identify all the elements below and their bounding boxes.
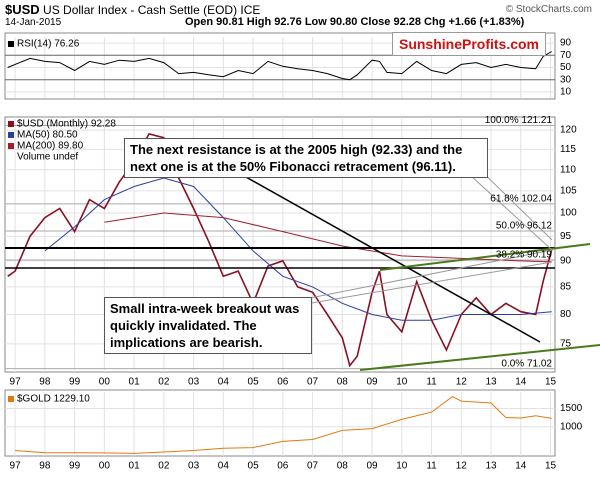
x-tick-label: 02 xyxy=(158,461,170,472)
x-tick-label: 14 xyxy=(515,377,527,388)
x-tick-label: 08 xyxy=(337,461,349,472)
source: © StockCharts.com xyxy=(505,4,592,15)
x-tick-label: 04 xyxy=(218,377,230,388)
x-tick-label: 99 xyxy=(69,377,81,388)
fib-label: 0.0% 71.02 xyxy=(501,358,552,369)
legend-swatch xyxy=(8,396,14,402)
x-tick-label: 09 xyxy=(367,461,379,472)
gold-frame xyxy=(4,389,556,457)
fib-label: 100.0% 121.21 xyxy=(485,115,553,126)
x-tick-label: 12 xyxy=(456,461,468,472)
rsi-frame xyxy=(4,32,556,100)
y-tick-label: 120 xyxy=(560,125,577,136)
y-tick-label: 1000 xyxy=(560,421,583,432)
y-tick-label: 95 xyxy=(560,231,572,242)
fib-label: 61.8% 102.04 xyxy=(490,193,552,204)
x-tick-label: 07 xyxy=(307,461,319,472)
description: US Dollar Index - Cash Settle (EOD) ICE xyxy=(43,3,261,17)
x-tick-label: 00 xyxy=(99,461,111,472)
legend-label: RSI(14) 76.26 xyxy=(17,39,80,50)
x-tick-label: 97 xyxy=(10,377,22,388)
legend-swatch xyxy=(8,41,14,47)
x-tick-label: 03 xyxy=(188,377,200,388)
trend-line xyxy=(359,344,600,371)
y-tick-label: 75 xyxy=(560,338,572,349)
x-tick-label: 12 xyxy=(456,377,468,388)
x-tick-label: 01 xyxy=(129,461,141,472)
y-tick-label: 90 xyxy=(560,38,572,49)
legend-swatch xyxy=(8,132,14,138)
legend-label: $USD (Monthly) 92.28 xyxy=(17,119,116,130)
x-tick-label: 02 xyxy=(158,377,170,388)
date: 14-Jan-2015 xyxy=(5,17,62,28)
x-tick-label: 11 xyxy=(426,461,437,472)
header-title: $USD US Dollar Index - Cash Settle (EOD)… xyxy=(5,2,260,17)
x-tick-label: 11 xyxy=(426,377,437,388)
x-tick-label: 04 xyxy=(218,461,230,472)
y-tick-label: 50 xyxy=(560,62,572,73)
y-tick-label: 85 xyxy=(560,282,572,293)
y-tick-label: 70 xyxy=(560,50,572,61)
trend-line xyxy=(379,243,591,271)
x-tick-label: 03 xyxy=(188,461,200,472)
x-tick-label: 00 xyxy=(99,377,111,388)
annotation: Small intra-week breakout was quickly in… xyxy=(104,297,312,354)
series-line xyxy=(7,132,553,368)
x-tick-label: 08 xyxy=(337,377,349,388)
legend-label: MA(200) 89.80 xyxy=(17,141,84,152)
y-tick-label: 30 xyxy=(560,74,572,85)
x-tick-label: 15 xyxy=(545,461,557,472)
legend-swatch xyxy=(8,121,14,127)
legend-label: MA(50) 80.50 xyxy=(17,130,78,141)
fib-label: 50.0% 96.12 xyxy=(496,221,553,232)
fib-label: 38.2% 90.19 xyxy=(496,250,553,261)
x-tick-label: 13 xyxy=(485,461,497,472)
x-tick-label: 97 xyxy=(10,461,22,472)
x-tick-label: 09 xyxy=(367,377,379,388)
legend-label: $GOLD 1229.10 xyxy=(17,394,90,405)
x-tick-label: 13 xyxy=(485,377,497,388)
legend-swatch xyxy=(8,143,14,149)
y-tick-label: 80 xyxy=(560,309,572,320)
x-tick-label: 01 xyxy=(129,377,141,388)
x-tick-label: 14 xyxy=(515,461,527,472)
x-tick-label: 05 xyxy=(248,461,260,472)
pointer-line xyxy=(469,174,553,251)
x-tick-label: 10 xyxy=(396,377,408,388)
y-tick-label: 110 xyxy=(560,164,576,175)
y-tick-label: 115 xyxy=(560,144,576,155)
x-tick-label: 06 xyxy=(277,377,289,388)
series-line xyxy=(15,396,552,454)
x-tick-label: 10 xyxy=(396,461,408,472)
series-line xyxy=(44,177,552,321)
pointer-line xyxy=(299,249,553,301)
series-line xyxy=(7,51,552,81)
x-tick-label: 06 xyxy=(277,461,289,472)
y-tick-label: 1500 xyxy=(560,403,583,414)
series-line xyxy=(104,212,552,263)
y-tick-label: 100 xyxy=(560,208,577,219)
x-tick-label: 99 xyxy=(69,461,81,472)
symbol: $USD xyxy=(5,2,40,17)
x-tick-label: 05 xyxy=(248,377,260,388)
x-tick-label: 98 xyxy=(39,377,51,388)
x-tick-label: 98 xyxy=(39,461,51,472)
quote: Open 90.81 High 92.76 Low 90.80 Close 92… xyxy=(185,16,525,28)
watermark: SunshineProfits.com xyxy=(392,32,546,56)
y-tick-label: 105 xyxy=(560,185,577,196)
x-tick-label: 07 xyxy=(307,377,319,388)
legend-note: Volume undef xyxy=(17,152,78,163)
annotation: The next resistance is at the 2005 high … xyxy=(124,138,488,178)
usd-frame xyxy=(4,116,556,373)
pointer-line xyxy=(299,261,553,306)
y-tick-label: 10 xyxy=(560,87,572,98)
x-tick-label: 15 xyxy=(545,377,557,388)
y-tick-label: 90 xyxy=(560,256,572,267)
